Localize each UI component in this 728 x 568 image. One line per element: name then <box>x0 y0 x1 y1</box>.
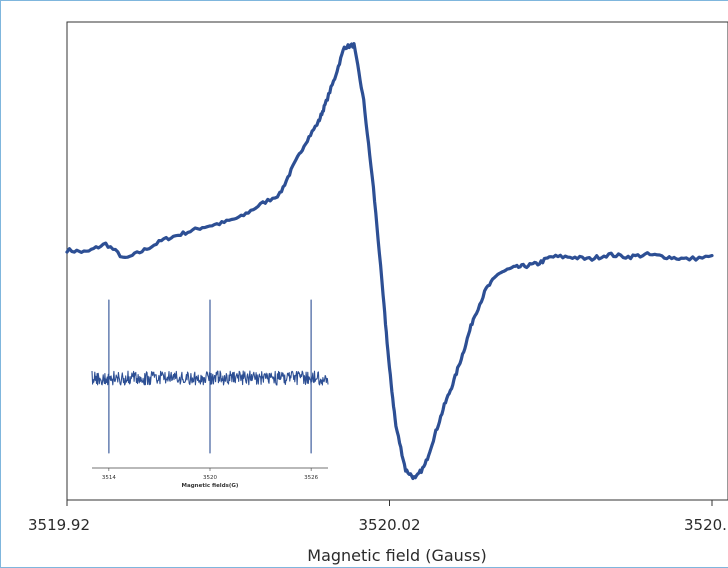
x-tick-label-1: 3520.02 <box>358 516 420 534</box>
x-axis-ticks <box>66 500 713 506</box>
inset-x-tick-label-1: 3520 <box>203 475 217 481</box>
x-axis-tick-labels: 3519.92 3520.02 3520.12 <box>28 516 728 534</box>
x-tick-label-2: 3520.12 <box>684 516 728 534</box>
inset-x-ticks: 3514 3520 3526 <box>102 468 319 481</box>
inset-x-axis-title: Magnetic fields(G) <box>182 483 239 489</box>
inset-x-tick-label-2: 3526 <box>304 475 318 481</box>
series-line-main <box>65 42 714 481</box>
inset-x-tick-label-0: 3514 <box>102 475 116 481</box>
inset-series-line <box>91 299 329 454</box>
inset-chart: 3514 3520 3526 Magnetic fields(G) <box>91 299 329 489</box>
x-axis-title: Magnetic field (Gauss) <box>307 546 486 565</box>
x-tick-label-0: 3519.92 <box>28 516 90 534</box>
plot-area-border <box>66 21 728 501</box>
